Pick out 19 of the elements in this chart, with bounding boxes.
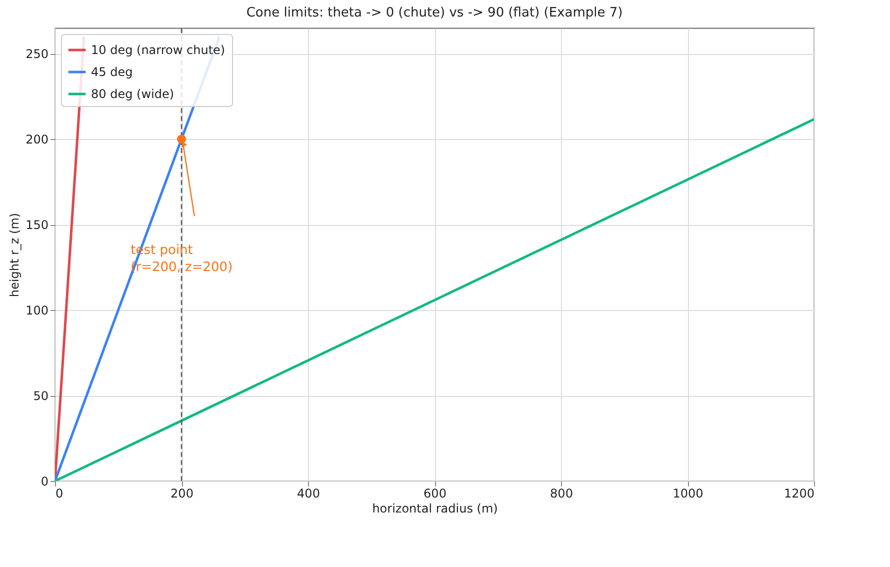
x-tick-label: 800 bbox=[550, 486, 573, 500]
y-tick-label: 0 bbox=[40, 474, 48, 488]
chart-title: Cone limits: theta -> 0 (chute) vs -> 90 (flat) (Example 7) bbox=[246, 5, 623, 20]
x-tick-label: 200 bbox=[170, 486, 194, 500]
x-tick-label: 1000 bbox=[672, 486, 704, 500]
x-axis-title: horizontal radius (m) bbox=[372, 502, 498, 516]
legend-label: 45 deg bbox=[91, 65, 133, 79]
y-axis-title: height r_z (m) bbox=[8, 212, 22, 298]
y-tick-label: 250 bbox=[26, 47, 48, 62]
legend-label: 10 deg (narrow chute) bbox=[91, 43, 226, 57]
y-tick-label: 150 bbox=[26, 218, 48, 232]
y-tick-label: 200 bbox=[26, 132, 48, 147]
y-tick-label: 100 bbox=[26, 304, 48, 318]
x-tick-label: 0 bbox=[56, 486, 64, 500]
legend-label: 80 deg (wide) bbox=[91, 87, 174, 101]
x-tick-label: 600 bbox=[424, 486, 446, 500]
x-tick-label: 1200 bbox=[784, 486, 814, 500]
x-tick-label: 400 bbox=[297, 486, 320, 500]
y-tick-label: 50 bbox=[33, 389, 48, 404]
